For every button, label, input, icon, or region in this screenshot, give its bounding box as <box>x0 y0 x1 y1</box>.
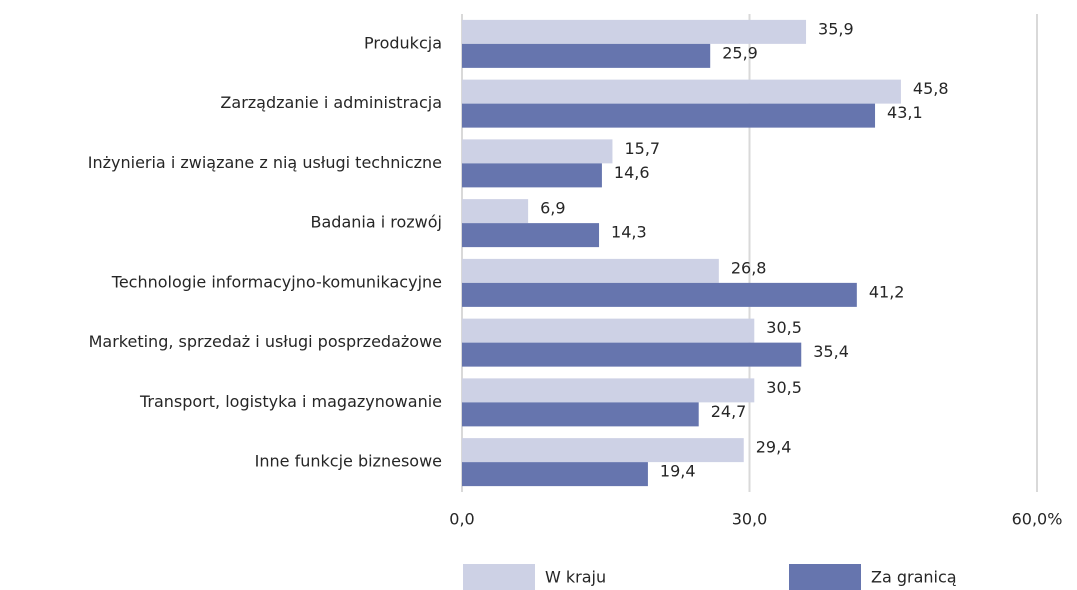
y-tick-label: Badania i rozwój <box>311 213 442 232</box>
bar <box>462 223 600 248</box>
bar <box>462 438 744 463</box>
data-label: 43,1 <box>887 103 923 122</box>
bar <box>462 378 755 403</box>
bar <box>462 103 876 128</box>
data-label: 35,9 <box>818 19 854 38</box>
legend-swatch <box>789 564 861 590</box>
x-tick-label: 60,0% <box>1012 510 1063 529</box>
data-label: 19,4 <box>660 462 696 481</box>
data-label: 45,8 <box>913 79 949 98</box>
bar <box>462 318 755 343</box>
bar <box>462 282 857 307</box>
data-label: 30,5 <box>766 378 802 397</box>
legend-swatch <box>463 564 535 590</box>
bar <box>462 163 602 188</box>
data-label: 35,4 <box>813 342 849 361</box>
x-tick-label: 30,0 <box>732 510 768 529</box>
y-tick-label: Technologie informacyjno-komunikacyjne <box>111 272 442 291</box>
x-tick-label: 0,0 <box>449 510 474 529</box>
data-label: 24,7 <box>711 402 747 421</box>
bar <box>462 462 648 487</box>
bar <box>462 139 613 164</box>
y-tick-label: Marketing, sprzedaż i usługi posprzedażo… <box>89 332 442 351</box>
bar <box>462 19 807 44</box>
y-tick-label: Produkcja <box>364 33 442 52</box>
data-label: 14,3 <box>611 223 647 242</box>
y-tick-label: Inżynieria i związane z nią usługi techn… <box>88 153 442 172</box>
bar <box>462 43 711 68</box>
bar <box>462 342 802 367</box>
bar <box>462 258 719 283</box>
data-label: 41,2 <box>869 282 905 301</box>
bar <box>462 402 699 427</box>
data-label: 14,6 <box>614 163 650 182</box>
y-tick-label: Zarządzanie i administracja <box>220 93 442 112</box>
bar <box>462 79 901 104</box>
data-label: 6,9 <box>540 199 565 218</box>
bar <box>462 199 529 224</box>
data-label: 29,4 <box>756 438 792 457</box>
data-label: 25,9 <box>722 43 758 62</box>
data-label: 15,7 <box>624 139 660 158</box>
y-tick-label: Transport, logistyka i magazynowanie <box>139 392 442 411</box>
legend-label: W kraju <box>545 568 606 587</box>
data-label: 30,5 <box>766 318 802 337</box>
y-tick-label: Inne funkcje biznesowe <box>255 452 442 471</box>
legend-label: Za granicą <box>871 568 957 587</box>
data-label: 26,8 <box>731 258 767 277</box>
